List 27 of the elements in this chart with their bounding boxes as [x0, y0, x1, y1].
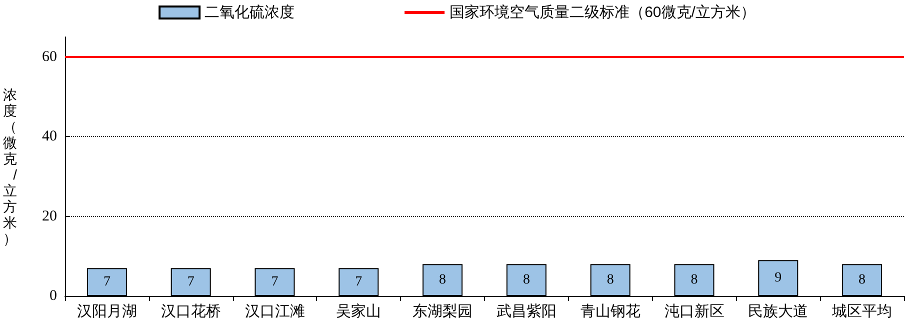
- data-label: 8: [522, 272, 530, 288]
- y-tick-label: 40: [42, 128, 57, 145]
- data-label: 7: [355, 274, 362, 290]
- x-tick-label: 汉口花桥: [160, 303, 221, 320]
- x-tick-label: 武昌紫阳: [496, 303, 556, 320]
- data-label: 7: [271, 274, 278, 290]
- x-tick-label: 民族大道: [748, 303, 808, 320]
- data-label: 8: [606, 272, 614, 288]
- x-tick-label: 吴家山: [336, 303, 382, 320]
- data-label: 8: [439, 272, 446, 288]
- y-tick-label: 20: [42, 208, 57, 224]
- x-tick-label: 汉口江滩: [244, 303, 305, 320]
- y-tick-label: 0: [50, 288, 57, 304]
- legend-label: 国家环境空气质量二级标准（60微克/立方米）: [450, 4, 756, 21]
- x-tick-label: 东湖梨园: [412, 303, 473, 320]
- data-label: 7: [187, 274, 194, 290]
- legend-label: 二氧化硫浓度: [204, 4, 295, 21]
- y-tick-label: 60: [42, 48, 57, 65]
- x-tick-label: 城区平均: [831, 303, 892, 320]
- x-tick-label: 汉阳月湖: [76, 303, 137, 320]
- x-tick-label: 沌口新区: [664, 303, 724, 320]
- x-tick-label: 青山钢花: [580, 303, 640, 320]
- data-label: 7: [103, 274, 110, 290]
- data-label: 9: [774, 270, 782, 286]
- data-label: 8: [690, 272, 698, 288]
- text: 浓度（微克/立方米）: [3, 86, 17, 246]
- data-label: 8: [858, 272, 866, 288]
